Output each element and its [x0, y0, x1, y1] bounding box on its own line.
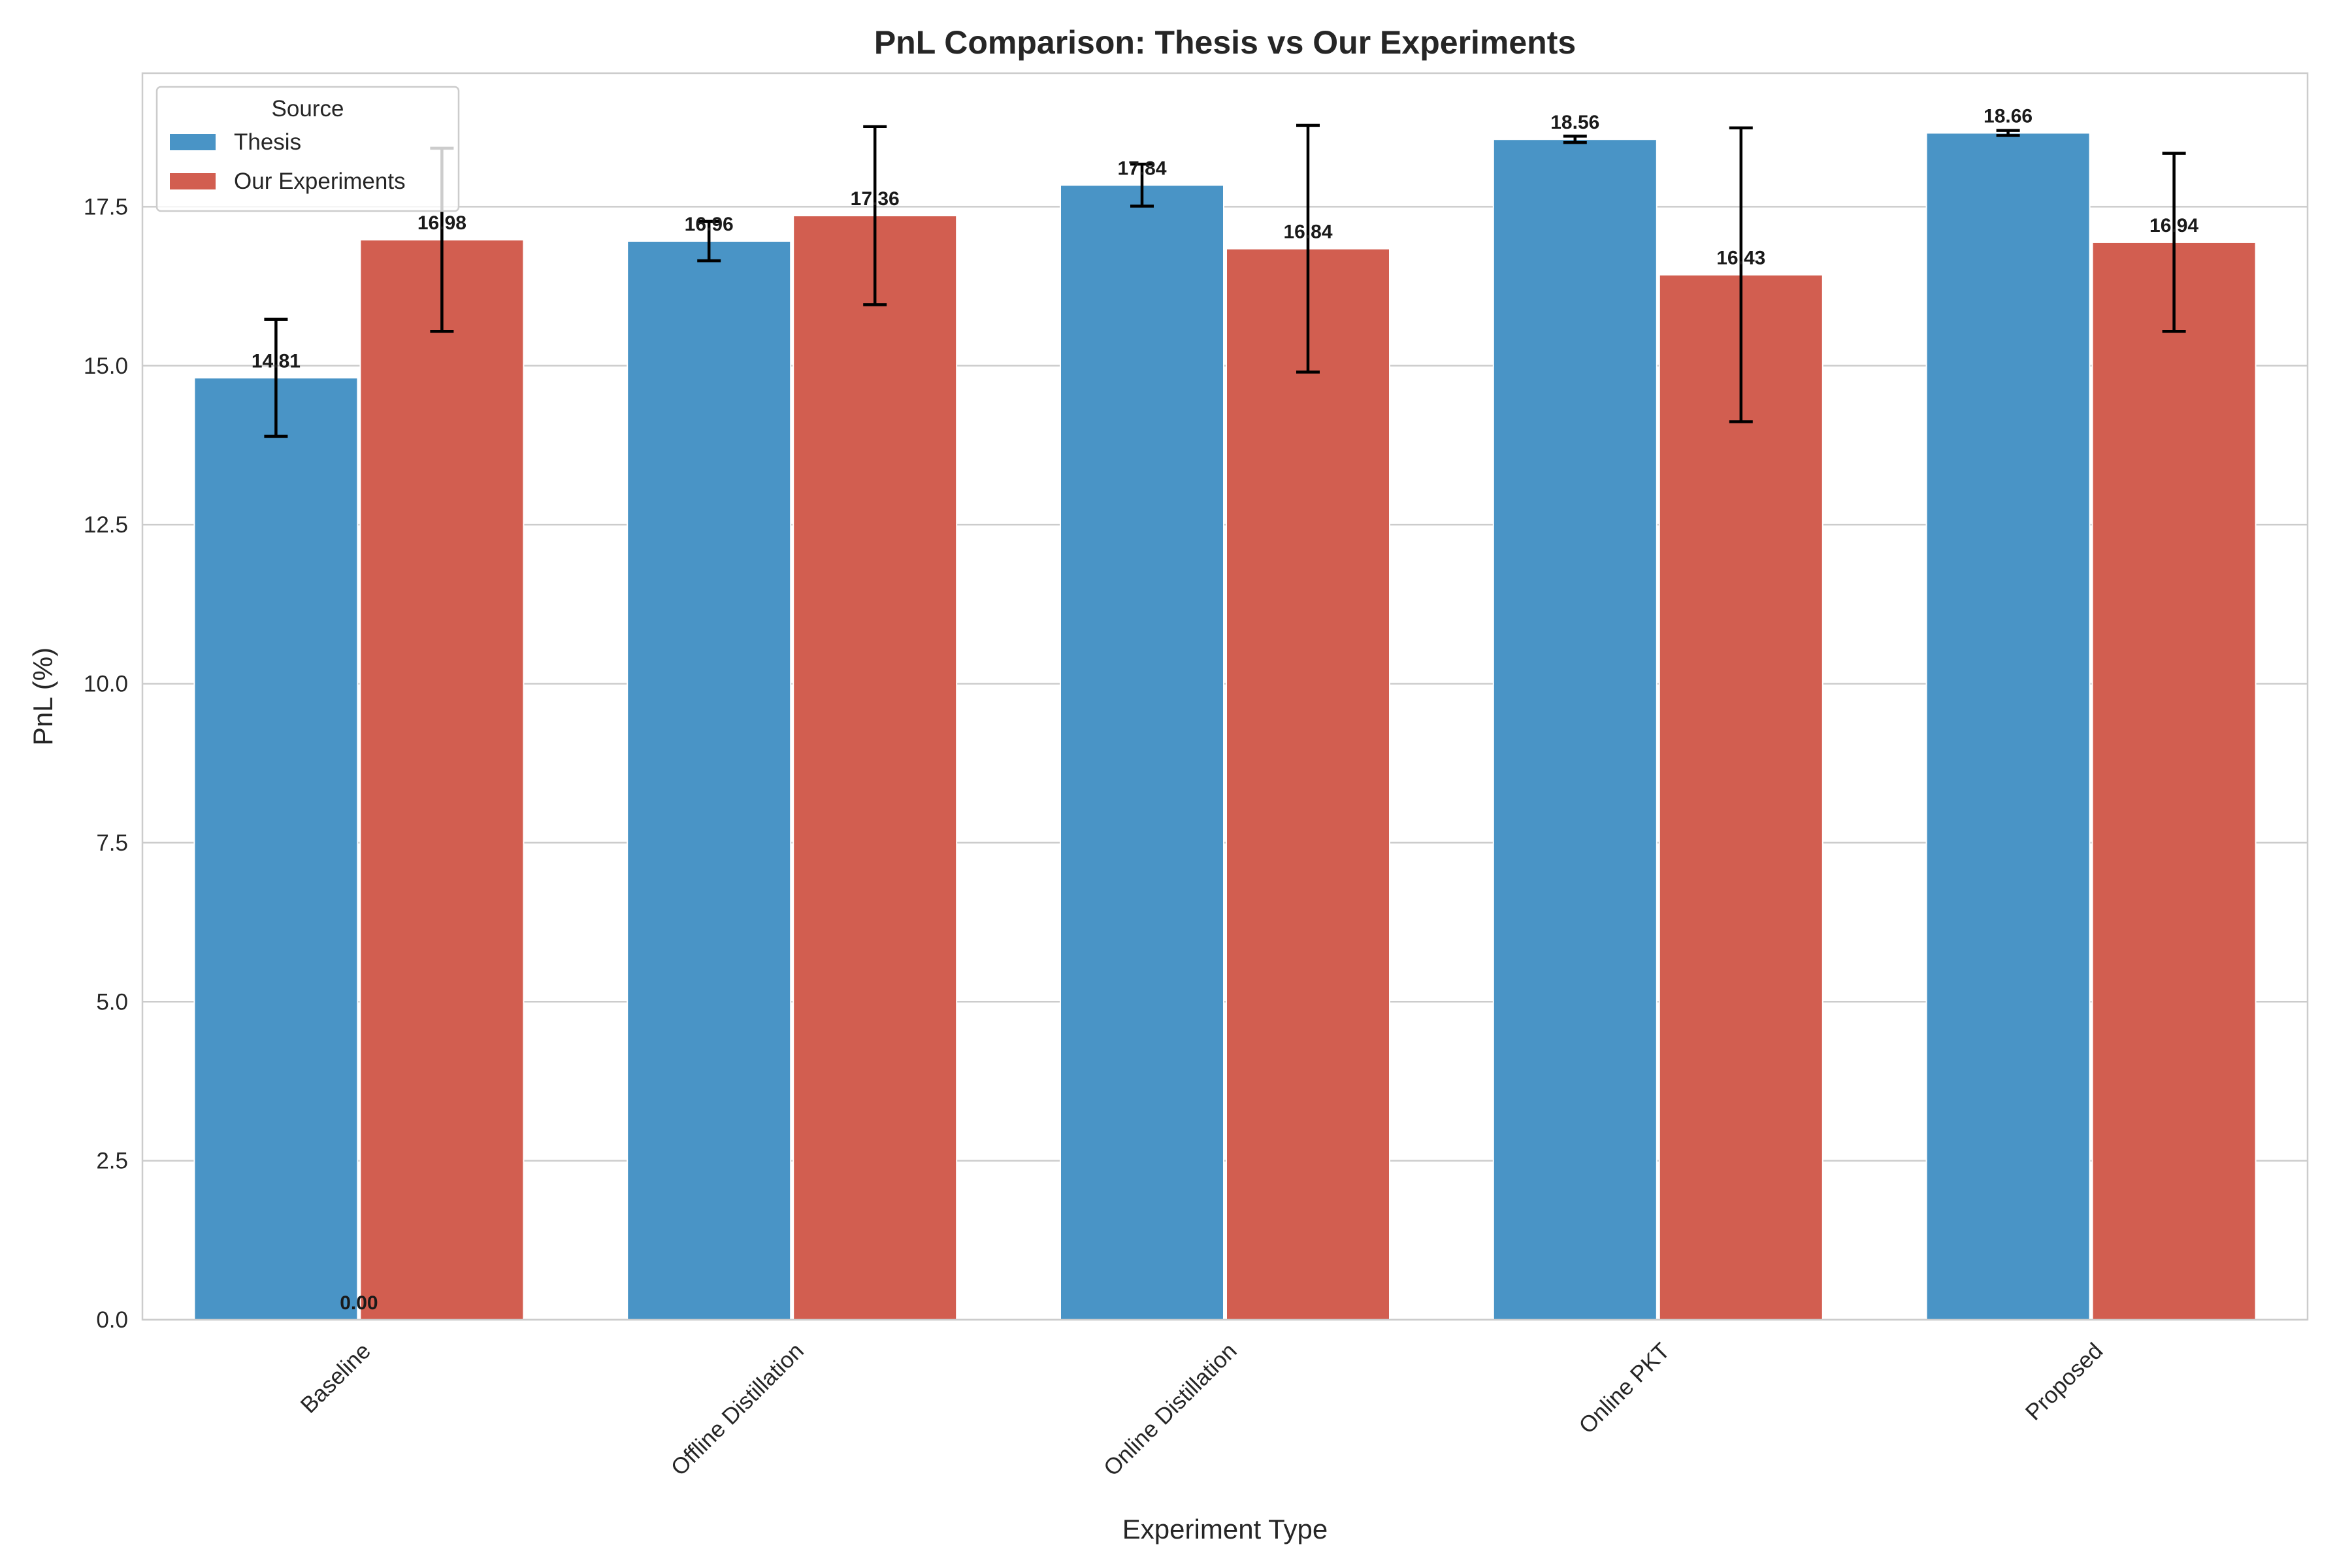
- y-tick-label: 17.5: [84, 194, 128, 220]
- data-labels: 14.81 16.96 17.84 18.56 18.66 16.98 17.36 16.84…: [252, 106, 2199, 1314]
- x-tick-label: Online PKT: [1574, 1338, 1674, 1439]
- bar-value-label: 16.96: [685, 214, 734, 235]
- x-axis-ticks: Baseline Offline Distillation Online Disti…: [296, 1338, 2108, 1481]
- y-tick-label: 10.0: [84, 672, 128, 697]
- legend-label: Thesis: [234, 129, 301, 155]
- bar: [1226, 248, 1390, 1321]
- y-tick-label: 15.0: [84, 353, 128, 379]
- bar: [627, 240, 792, 1320]
- x-tick-label: Baseline: [296, 1338, 376, 1418]
- bar-value-label: 16.94: [2149, 215, 2198, 237]
- bar: [2091, 241, 2257, 1320]
- legend-swatch: [170, 134, 216, 150]
- y-axis-ticks: 0.0 2.5 5.0 7.5 10.0 12.5 15.0 17.5: [84, 194, 128, 1333]
- bar-value-label: 16.98: [417, 212, 466, 234]
- bars: [193, 132, 2257, 1321]
- error-bars: [264, 123, 2186, 438]
- bar-value-label: 18.56: [1550, 112, 1599, 133]
- legend-swatch: [170, 173, 216, 189]
- x-tick-label: Online Distillation: [1099, 1338, 1242, 1481]
- bar: [359, 239, 525, 1321]
- bar-value-label: 18.66: [1984, 106, 2033, 127]
- bar-value-label: 16.43: [1716, 248, 1765, 269]
- bar: [193, 377, 359, 1320]
- y-tick-label: 0.0: [96, 1307, 128, 1333]
- legend-title: Source: [272, 96, 344, 122]
- bar: [1925, 132, 2091, 1321]
- plot-frame: [141, 72, 2309, 1321]
- bar: [792, 215, 958, 1320]
- bar-value-label: 17.36: [851, 188, 900, 210]
- legend-box: [155, 86, 460, 212]
- x-tick-label: Proposed: [2021, 1338, 2108, 1426]
- legend-label: Our Experiments: [234, 169, 406, 194]
- legend: Source Thesis Our Experiments: [155, 86, 460, 212]
- y-tick-label: 5.0: [96, 989, 128, 1015]
- bar: [1658, 274, 1823, 1320]
- y-axis-label: PnL (%): [27, 647, 58, 745]
- y-tick-label: 2.5: [96, 1149, 128, 1174]
- y-tick-label: 7.5: [96, 830, 128, 856]
- bar-value-label: 14.81: [252, 350, 301, 372]
- bar: [1492, 139, 1658, 1320]
- chart-title: PnL Comparison: Thesis vs Our Experiment…: [874, 24, 1576, 61]
- x-axis-label: Experiment Type: [1122, 1514, 1328, 1544]
- legend-items: Thesis Our Experiments: [170, 129, 406, 194]
- bar-value-label: 17.84: [1117, 157, 1166, 179]
- x-tick-label: Offline Distillation: [666, 1338, 809, 1480]
- bar-value-label: 16.84: [1283, 221, 1332, 243]
- bar: [1060, 184, 1224, 1321]
- bar-value-label: 0.00: [340, 1292, 378, 1314]
- y-tick-label: 12.5: [84, 512, 128, 538]
